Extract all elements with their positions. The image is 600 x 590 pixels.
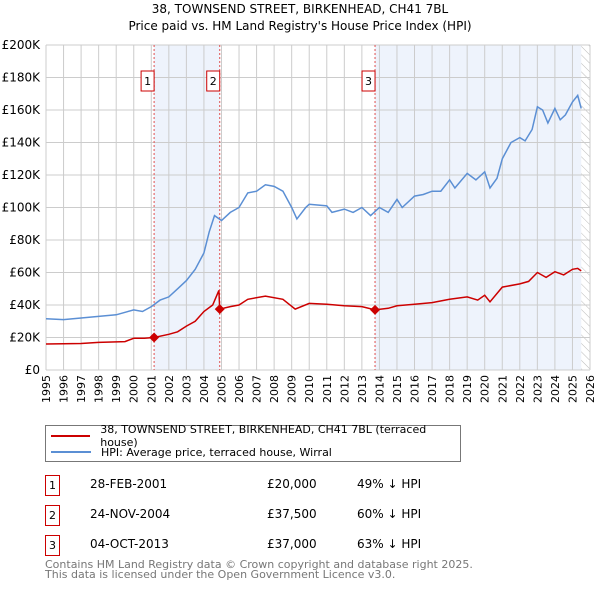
x-tick-label: 2012 (338, 375, 351, 403)
y-tick-label: £0 (25, 363, 40, 377)
legend-label: HPI: Average price, terraced house, Wirr… (101, 445, 332, 459)
footer: Contains HM Land Registry data © Crown c… (45, 558, 473, 581)
marker-badge (361, 70, 376, 92)
x-tick-label: 2016 (409, 375, 422, 403)
transaction-marker (370, 304, 381, 315)
marker-badge (140, 70, 155, 92)
x-tick-label: 1999 (110, 375, 123, 403)
marker-badge-label: 2 (210, 75, 217, 88)
legend-item-property: 38, TOWNSEND STREET, BIRKENHEAD, CH41 7B… (46, 423, 460, 449)
x-tick-label: 2014 (373, 375, 386, 403)
x-tick-label: 1997 (75, 375, 88, 403)
x-tick-label: 2013 (356, 375, 369, 403)
price-chart: 38, TOWNSEND STREET, BIRKENHEAD, CH41 7B… (2, 2, 597, 403)
transaction-marker (149, 332, 160, 343)
y-tick-label: £200K (2, 38, 42, 52)
x-tick-label: 2018 (444, 375, 457, 403)
series-line (45, 93, 582, 321)
legend-item-hpi: HPI: Average price, terraced house, Wirr… (46, 444, 332, 460)
y-tick-label: £20K (9, 331, 41, 345)
y-tick-label: £160K (2, 103, 42, 117)
x-tick-label: 1996 (58, 375, 71, 403)
legend-swatch-blue (51, 451, 91, 453)
legend-swatch-red (51, 435, 91, 437)
x-tick-label: 2019 (461, 375, 474, 403)
x-tick-label: 2011 (321, 375, 334, 403)
y-tick-label: £180K (2, 71, 42, 85)
x-tick-label: 2005 (215, 375, 228, 403)
x-tick-label: 2015 (391, 375, 404, 403)
x-tick-label: 2023 (531, 375, 544, 403)
transaction-price: £20,000 (267, 477, 317, 491)
legend-label: 38, TOWNSEND STREET, BIRKENHEAD, CH41 7B… (100, 423, 427, 449)
transaction-price: £37,000 (267, 537, 317, 551)
chart-subtitle: Price paid vs. HM Land Registry's House … (128, 19, 471, 33)
marker-badge-label: 1 (144, 75, 151, 88)
y-tick-label: £100K (2, 201, 42, 215)
x-tick-label: 2002 (163, 375, 176, 403)
x-tick-label: 2007 (251, 375, 264, 403)
y-tick-label: £40K (9, 298, 41, 312)
transaction-badge: 3 (45, 535, 60, 556)
transaction-hpi-diff: 60% ↓ HPI (357, 507, 422, 521)
legend: 38, TOWNSEND STREET, BIRKENHEAD, CH41 7B… (45, 423, 461, 462)
x-tick-label: 2003 (180, 375, 193, 403)
footer-copyright: Contains HM Land Registry data © Crown c… (45, 558, 473, 571)
x-tick-label: 2022 (514, 375, 527, 403)
x-tick-label: 1995 (40, 375, 53, 403)
x-tick-label: 2008 (268, 375, 281, 403)
transaction-badge: 1 (45, 475, 60, 496)
x-tick-label: 2009 (286, 375, 299, 403)
x-tick-label: 2024 (549, 375, 562, 403)
x-tick-label: 2004 (198, 375, 211, 403)
y-tick-label: £140K (2, 136, 42, 150)
x-tick-label: 2006 (233, 375, 246, 403)
x-tick-label: 2025 (566, 375, 579, 403)
transaction-date: 24-NOV-2004 (90, 507, 171, 521)
series-line (45, 267, 582, 345)
y-tick-label: £120K (2, 168, 42, 182)
marker-badge (206, 70, 221, 92)
x-tick-label: 2020 (479, 375, 492, 403)
transaction-date: 28-FEB-2001 (90, 477, 168, 491)
x-tick-label: 2001 (145, 375, 158, 403)
transaction-marker (214, 304, 225, 315)
transaction-price: £37,500 (267, 507, 317, 521)
y-tick-label: £80K (9, 233, 41, 247)
x-tick-label: 1998 (93, 375, 106, 403)
chart-title: 38, TOWNSEND STREET, BIRKENHEAD, CH41 7B… (152, 2, 449, 16)
y-tick-label: £60K (9, 266, 41, 280)
transaction-hpi-diff: 63% ↓ HPI (357, 537, 422, 551)
transaction-date: 04-OCT-2013 (90, 537, 169, 551)
x-tick-label: 2010 (303, 375, 316, 403)
x-tick-label: 2000 (128, 375, 141, 403)
transaction-badge: 2 (45, 505, 60, 526)
x-tick-label: 2017 (426, 375, 439, 403)
marker-badge-label: 3 (365, 75, 372, 88)
x-tick-label: 2026 (584, 375, 597, 403)
x-tick-label: 2021 (496, 375, 509, 403)
footer-licence: This data is licensed under the Open Gov… (45, 568, 396, 581)
transaction-hpi-diff: 49% ↓ HPI (357, 477, 422, 491)
